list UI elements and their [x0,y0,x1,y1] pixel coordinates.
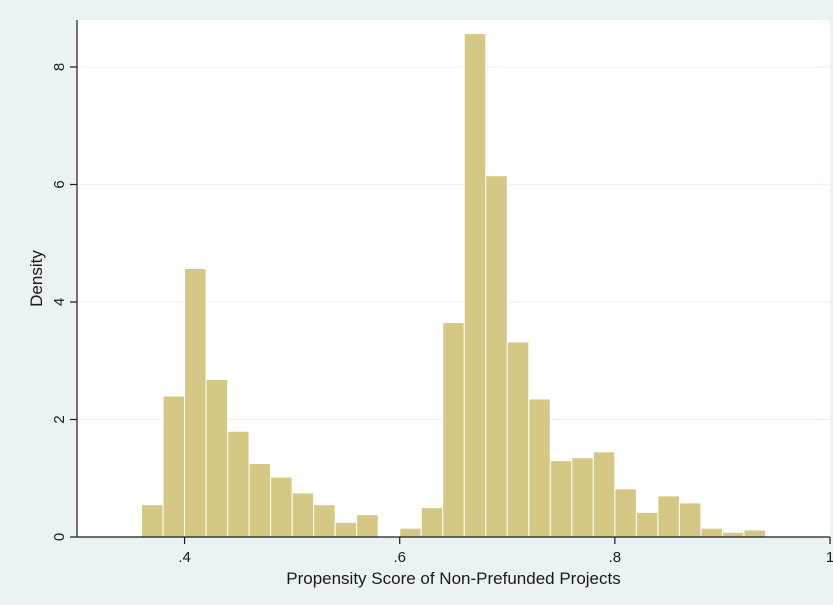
histogram-bar [205,379,229,538]
x-tick-label: .4 [178,549,191,566]
histogram-bar [334,521,358,538]
y-tick-label: 6 [51,180,68,188]
histogram-bar [721,531,745,538]
axes: 0 2 4 6 8 .4 .6 .8 1 [51,20,833,566]
histogram-bar [614,488,637,538]
histogram-bar [485,175,508,538]
histogram-bar [442,322,465,538]
y-tick-label: 0 [51,533,68,541]
histogram-bar [356,514,379,538]
histogram-bar [528,398,551,538]
histogram-bar [420,507,444,538]
histogram-bar [657,495,680,538]
histogram-bar [592,451,616,538]
y-tick-label: 4 [51,298,68,306]
histogram-bar [506,341,530,538]
histogram-bar [291,492,315,538]
y-axis-label: Density [27,250,46,307]
histogram-bar [463,33,487,538]
y-tick-label: 8 [51,63,68,71]
histogram-bar [635,511,659,538]
histogram-bar [248,463,272,538]
histogram-bar [678,502,702,538]
histogram-bar [270,476,293,538]
histogram-bar [162,395,186,538]
histogram-bar [571,457,594,538]
histogram-bars [141,33,766,538]
x-tick-label: .6 [393,549,406,566]
histogram-bar [700,527,723,538]
y-tick-label: 2 [51,415,68,423]
histogram-bar [184,268,207,538]
histogram-bar [141,504,164,538]
histogram-bar [227,430,250,538]
histogram-bar [399,527,422,538]
x-tick-label: 1 [826,549,833,566]
histogram-bar [313,504,336,538]
histogram-bar [549,460,573,538]
histogram-bar [743,529,766,538]
x-axis-label: Propensity Score of Non-Prefunded Projec… [286,569,621,588]
x-tick-label: .8 [609,549,622,566]
